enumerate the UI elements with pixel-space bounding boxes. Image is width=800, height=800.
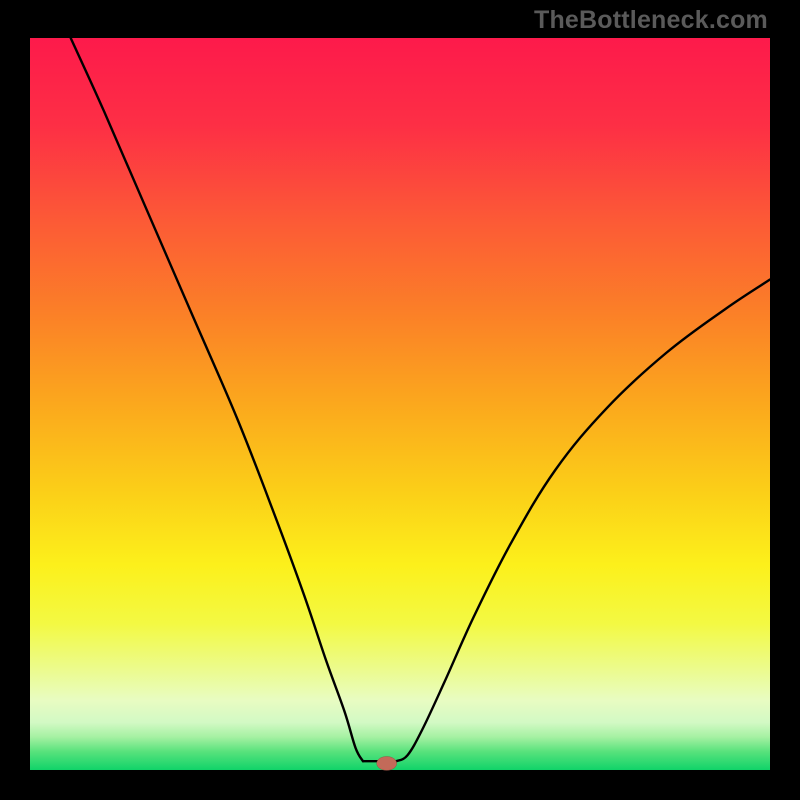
watermark-text: TheBottleneck.com [534, 6, 768, 35]
bottleneck-chart [0, 0, 800, 800]
plot-background [30, 38, 770, 770]
optimum-marker [377, 756, 397, 770]
